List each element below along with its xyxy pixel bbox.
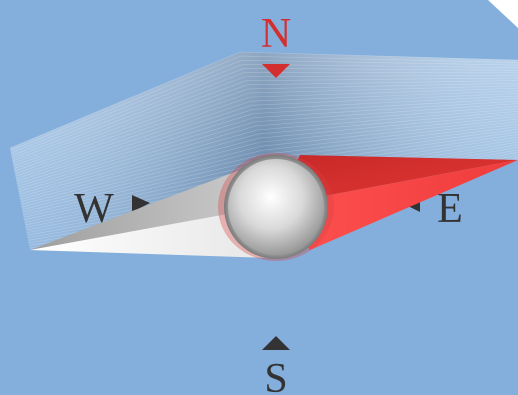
north-label: N xyxy=(261,11,291,57)
compass-center-knob xyxy=(218,153,334,261)
south-marker-icon xyxy=(262,336,290,350)
south-label: S xyxy=(264,356,287,395)
corner-shape xyxy=(488,0,518,28)
